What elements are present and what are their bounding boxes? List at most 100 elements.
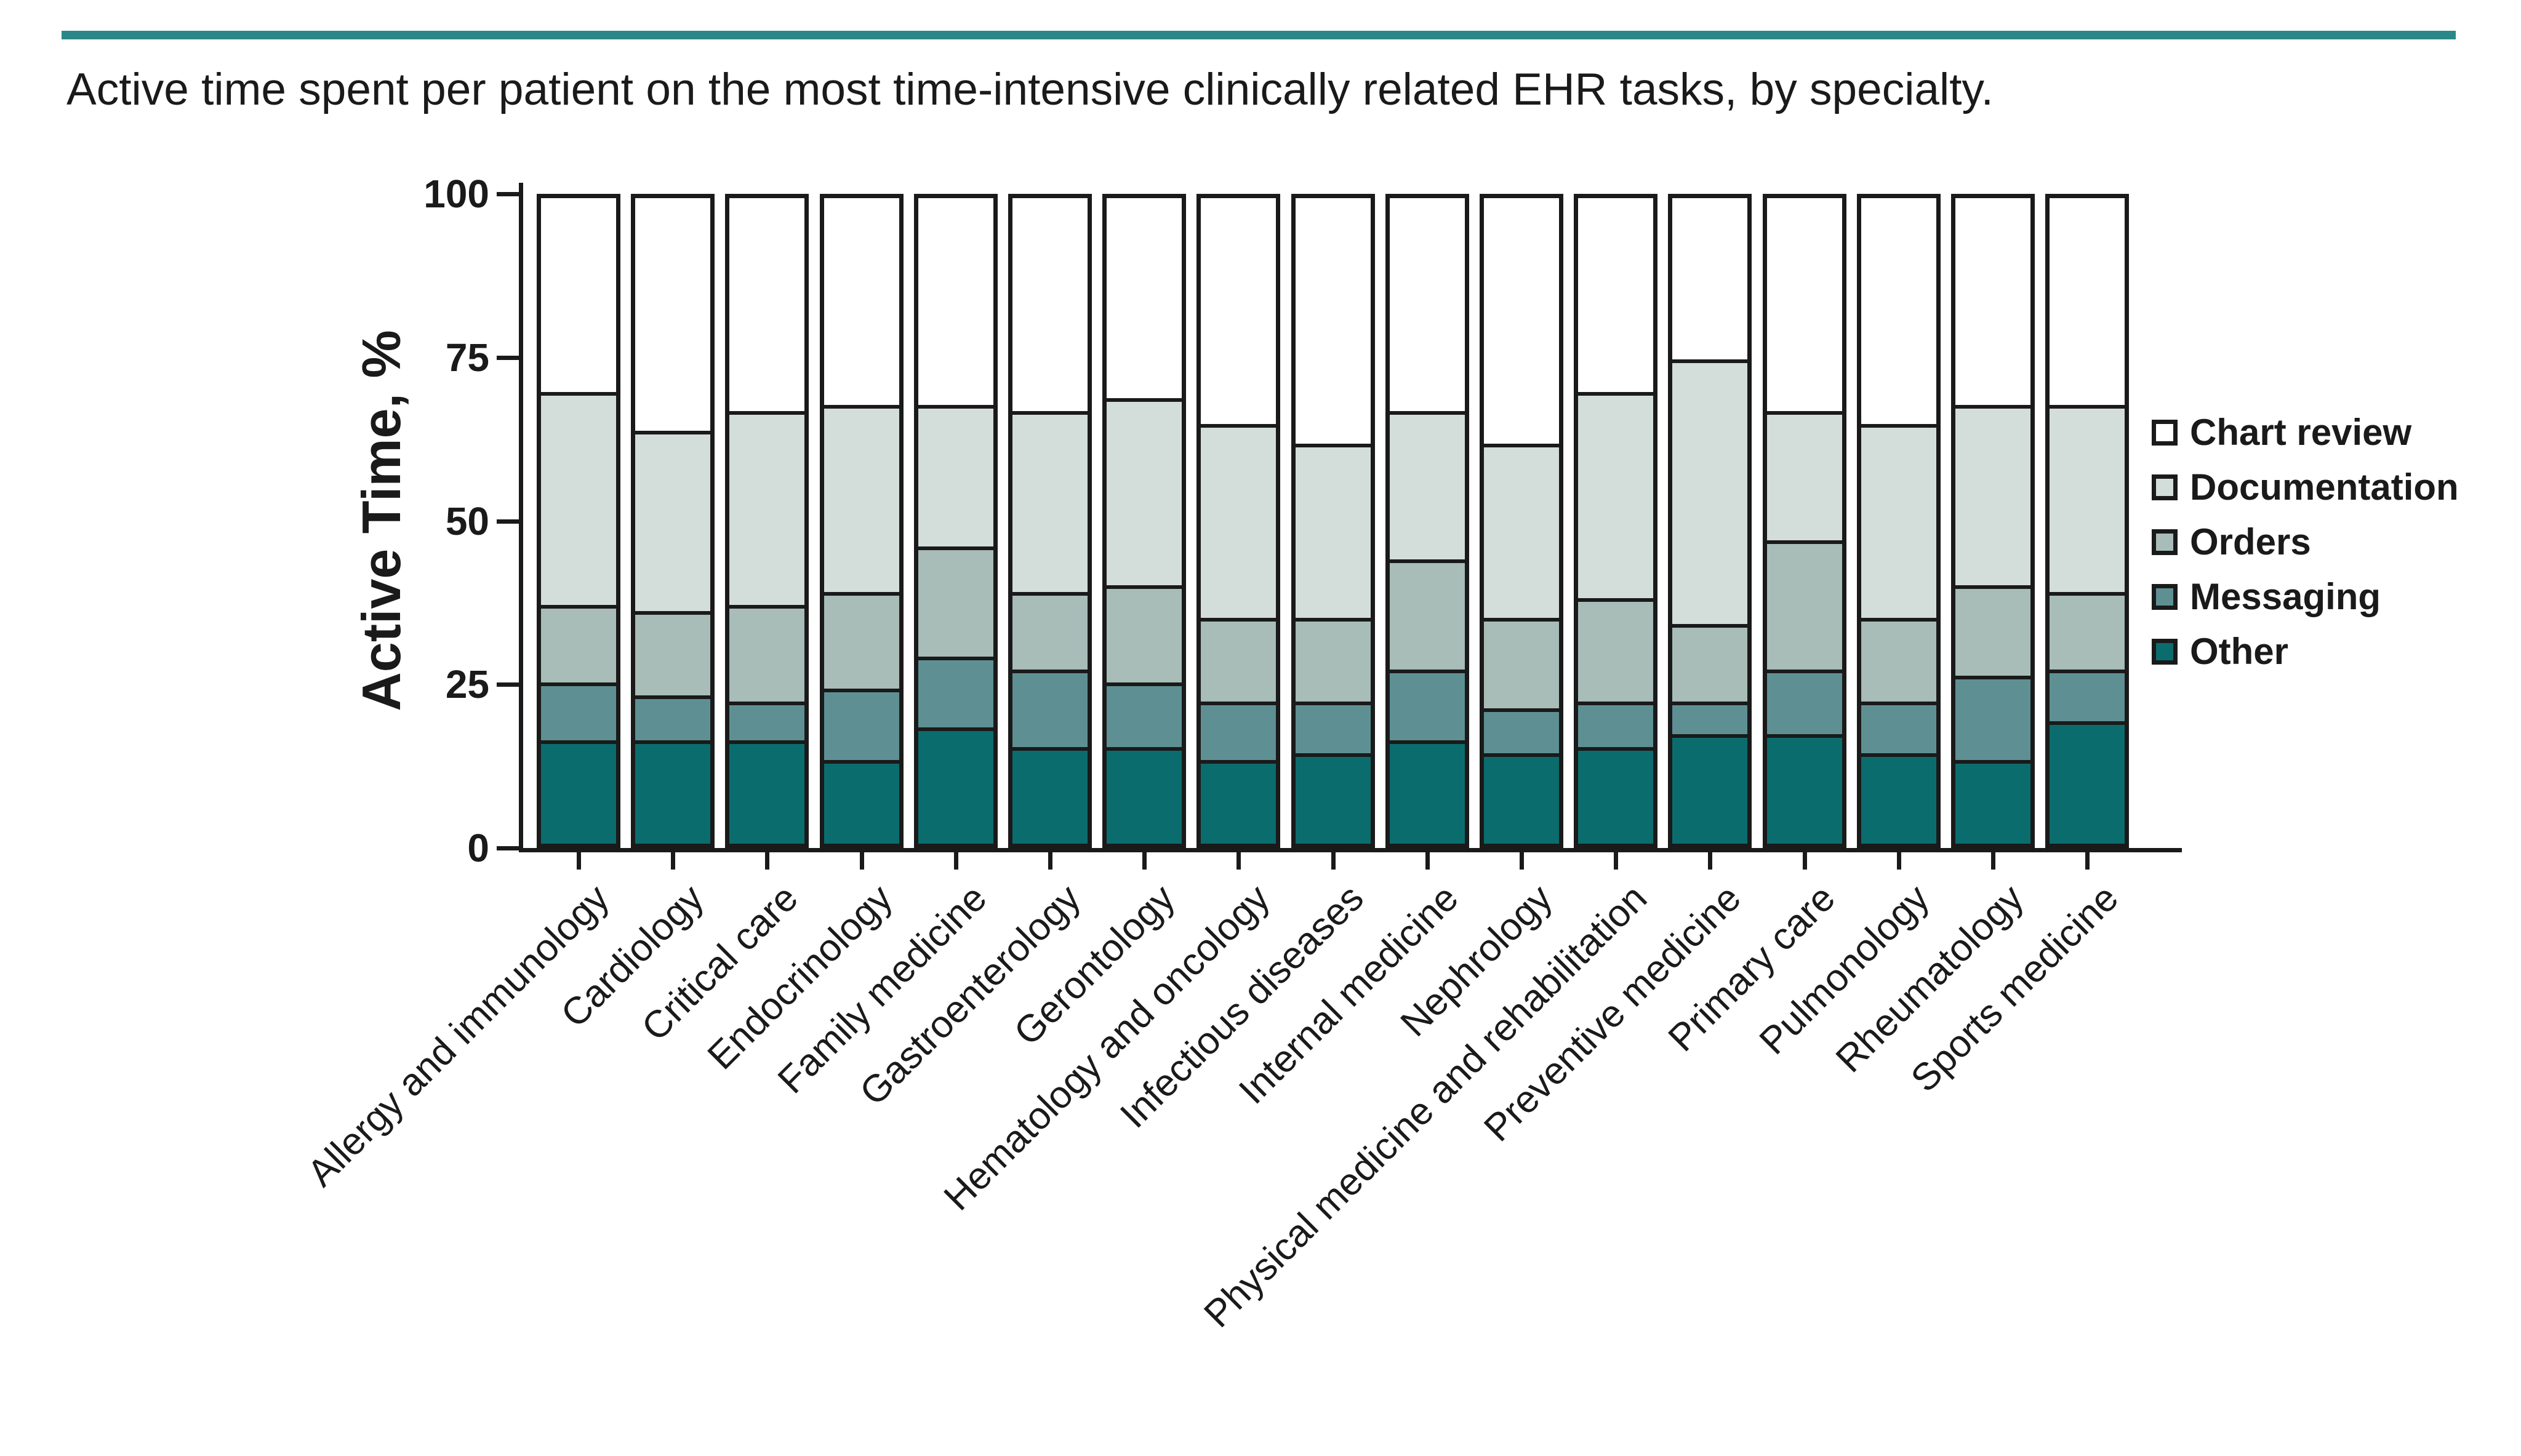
bar-segment-chart-review (1107, 198, 1182, 399)
bar-segment-other (1389, 740, 1465, 844)
legend-label: Documentation (2190, 466, 2459, 508)
bar-segment-other (2050, 721, 2125, 844)
y-axis-tick (497, 519, 519, 524)
bar-segment-chart-review (1389, 198, 1465, 412)
x-axis-tick (671, 852, 676, 870)
bar-segment-chart-review (918, 198, 993, 405)
y-axis-tick (497, 355, 519, 360)
bar-segment-messaging (1955, 676, 2030, 760)
bar-segment-chart-review (2050, 198, 2125, 405)
legend-label: Messaging (2190, 576, 2381, 617)
x-axis-tick (859, 852, 864, 870)
legend-item: Other (2152, 630, 2288, 673)
x-axis-tick (1048, 852, 1052, 870)
y-tick-label: 100 (423, 172, 489, 216)
legend-swatch (2152, 419, 2178, 446)
bar-segment-orders (1578, 598, 1654, 702)
x-tick-label: Allergy and immunology (299, 876, 618, 1195)
bar-segment-messaging (729, 702, 805, 741)
x-axis-tick (1331, 852, 1336, 870)
legend-label: Orders (2190, 521, 2311, 562)
legend-swatch (2152, 583, 2178, 610)
bar-segment-messaging (918, 656, 993, 728)
x-axis-tick (1991, 852, 1995, 870)
bar-critical-care (725, 194, 809, 848)
bar-segment-orders (918, 546, 993, 657)
bar-hematology-and-oncology (1196, 194, 1281, 848)
bar-internal-medicine (1385, 194, 1469, 848)
bar-segment-documentation (1484, 443, 1559, 618)
bar-segment-messaging (1201, 702, 1277, 760)
x-axis-tick (577, 852, 581, 870)
bar-segment-documentation (1012, 411, 1088, 592)
bar-segment-chart-review (1012, 198, 1088, 412)
bar-segment-other (1861, 753, 1936, 844)
bar-segment-documentation (1861, 424, 1936, 618)
legend-item: Chart review (2152, 411, 2411, 454)
bar-segment-messaging (1012, 669, 1088, 747)
bar-segment-documentation (1389, 411, 1465, 560)
bar-segment-orders (1107, 585, 1182, 682)
bar-physical-medicine-and-rehabilitation (1574, 194, 1658, 848)
bar-segment-chart-review (541, 198, 616, 392)
bar-primary-care (1762, 194, 1846, 848)
x-axis-tick (1614, 852, 1619, 870)
bar-segment-chart-review (824, 198, 899, 405)
bar-cardiology (631, 194, 715, 848)
bar-segment-chart-review (1672, 198, 1748, 360)
bar-segment-messaging (1107, 682, 1182, 747)
bar-segment-documentation (2050, 404, 2125, 592)
bar-segment-orders (1012, 591, 1088, 670)
bar-segment-orders (1672, 624, 1748, 702)
x-axis-tick (953, 852, 958, 870)
bar-segment-other (1672, 734, 1748, 844)
bar-segment-documentation (824, 404, 899, 592)
bar-preventive-medicine (1668, 194, 1752, 848)
bar-gastroenterology (1008, 194, 1092, 848)
figure-title: Active time spent per patient on the mos… (66, 65, 1994, 114)
x-axis-tick (1236, 852, 1241, 870)
bar-segment-orders (824, 591, 899, 689)
bar-segment-messaging (1578, 702, 1654, 747)
y-axis-line (519, 183, 523, 852)
header-rule (62, 31, 2456, 39)
bar-segment-messaging (824, 689, 899, 760)
bar-segment-other (1107, 746, 1182, 844)
bar-segment-documentation (1955, 404, 2030, 586)
x-axis-tick (1425, 852, 1430, 870)
x-axis-tick (1520, 852, 1524, 870)
bar-segment-documentation (1578, 391, 1654, 599)
x-axis-tick (1896, 852, 1901, 870)
y-tick-label: 0 (467, 826, 489, 870)
bar-segment-orders (729, 604, 805, 702)
y-axis-tick (497, 846, 519, 850)
bar-segment-messaging (1484, 708, 1559, 754)
bar-segment-orders (635, 611, 711, 695)
bar-segment-documentation (1107, 398, 1182, 586)
bar-segment-other (541, 740, 616, 844)
bar-segment-orders (1955, 585, 2030, 676)
bar-nephrology (1480, 194, 1563, 848)
bar-segment-documentation (1672, 359, 1748, 625)
bar-segment-chart-review (635, 198, 711, 431)
bar-segment-orders (1201, 617, 1277, 702)
bar-segment-chart-review (1766, 198, 1842, 412)
bar-segment-orders (1295, 617, 1371, 702)
bar-segment-orders (1766, 540, 1842, 670)
bar-segment-documentation (1295, 443, 1371, 618)
bar-segment-messaging (2050, 669, 2125, 721)
bar-segment-other (1012, 746, 1088, 844)
bar-segment-other (918, 727, 993, 844)
x-axis-tick (1802, 852, 1807, 870)
bar-segment-orders (1389, 559, 1465, 670)
bar-segment-messaging (1295, 702, 1371, 754)
bar-family-medicine (913, 194, 998, 848)
bar-segment-messaging (1672, 702, 1748, 734)
bar-segment-orders (1861, 617, 1936, 702)
bar-segment-other (1295, 753, 1371, 844)
bar-segment-chart-review (729, 198, 805, 412)
bar-segment-chart-review (1295, 198, 1371, 444)
bar-infectious-diseases (1291, 194, 1375, 848)
legend-label: Other (2190, 631, 2289, 672)
bar-segment-documentation (1766, 411, 1842, 540)
